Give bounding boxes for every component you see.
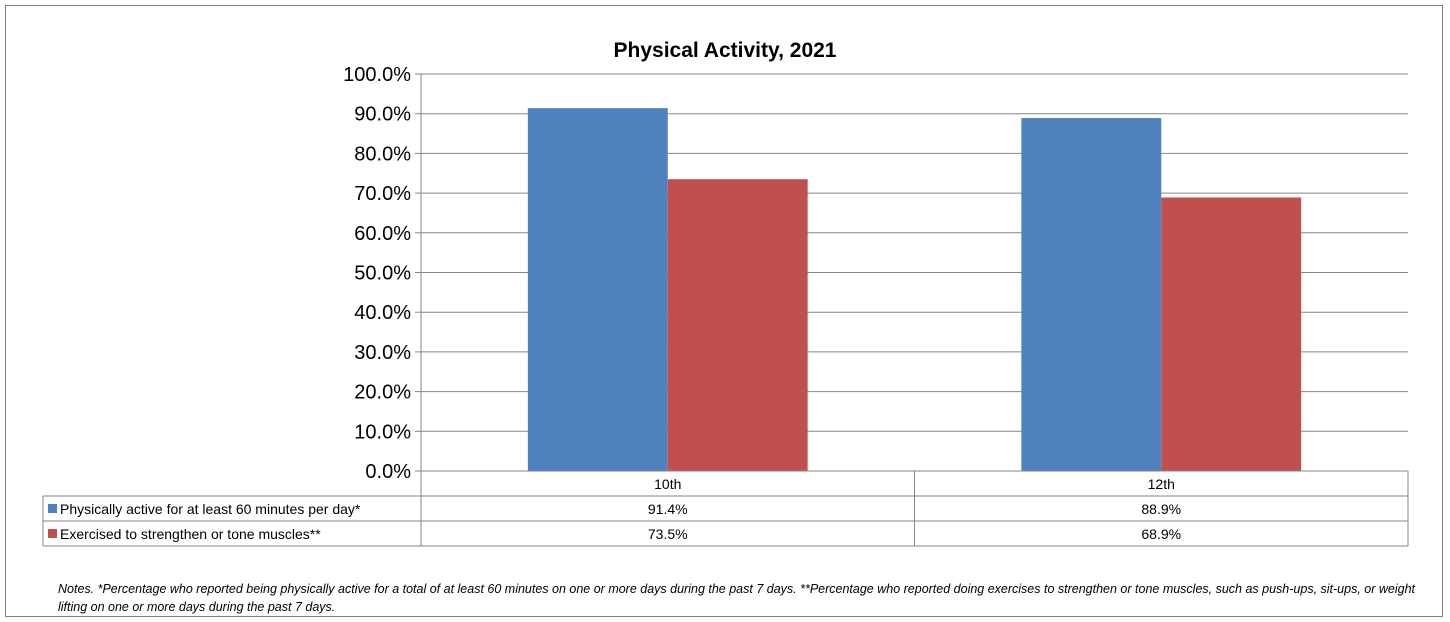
chart-title: Physical Activity, 2021 xyxy=(614,39,837,62)
legend-label: Exercised to strengthen or tone muscles*… xyxy=(60,526,321,542)
y-tick-label: 60.0% xyxy=(354,223,411,245)
data-table: 10th 12th Physically active for at least 6… xyxy=(42,470,1409,547)
bar-physically-active-10th xyxy=(527,108,668,471)
bar-physically-active-12th xyxy=(1021,118,1162,471)
y-tick-label: 0.0% xyxy=(365,461,411,483)
data-table-cell: 91.4% xyxy=(648,501,688,517)
y-axis-tick-labels: 0.0% 10.0% 20.0% 30.0% 40.0% 50.0% 60.0% 70.0% 8… xyxy=(343,64,411,483)
legend-label: Physically active for at least 60 minute… xyxy=(60,501,361,517)
y-tick-label: 40.0% xyxy=(354,302,411,324)
y-tick-label: 90.0% xyxy=(354,104,411,126)
category-label: 12th xyxy=(1148,476,1175,492)
y-tick-label: 20.0% xyxy=(354,382,411,404)
chart-frame: Physical Activity, 2021 0.0% 10.0% 20.0% 30… xyxy=(5,5,1443,617)
y-tick-label: 10.0% xyxy=(354,421,411,443)
data-table-cell: 88.9% xyxy=(1141,501,1181,517)
y-tick-label: 80.0% xyxy=(354,143,411,165)
chart-notes: Notes. *Percentage who reported being ph… xyxy=(58,582,1416,614)
bar-strength-exercise-10th xyxy=(667,179,808,471)
bar-strength-exercise-12th xyxy=(1161,197,1302,472)
bar-chart: Physical Activity, 2021 0.0% 10.0% 20.0% 30… xyxy=(42,39,1409,547)
y-tick-label: 50.0% xyxy=(354,263,411,285)
data-table-cell: 68.9% xyxy=(1141,526,1181,542)
y-tick-label: 30.0% xyxy=(354,342,411,364)
bars xyxy=(527,108,1302,472)
category-label: 10th xyxy=(654,476,681,492)
y-tick-label: 100.0% xyxy=(343,64,411,86)
y-tick-label: 70.0% xyxy=(354,183,411,205)
legend-swatch xyxy=(48,504,57,513)
legend-swatch xyxy=(48,529,57,538)
data-table-cell: 73.5% xyxy=(648,526,688,542)
